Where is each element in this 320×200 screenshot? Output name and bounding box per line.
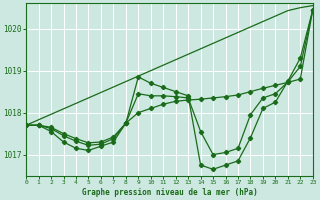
X-axis label: Graphe pression niveau de la mer (hPa): Graphe pression niveau de la mer (hPa) [82,188,257,197]
